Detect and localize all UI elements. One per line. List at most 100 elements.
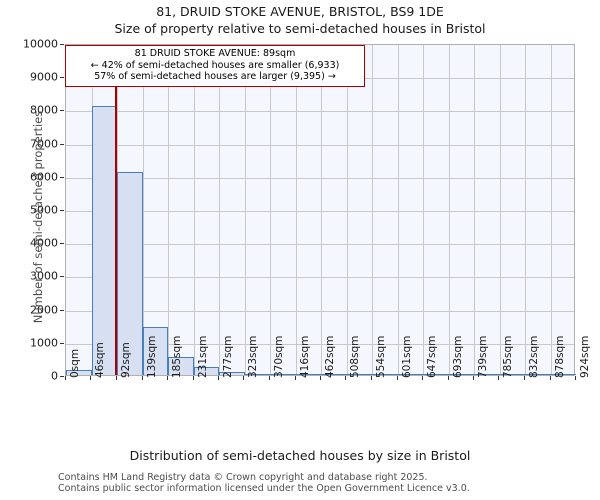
gridline-horizontal: [66, 277, 574, 279]
gridline-horizontal: [66, 211, 574, 212]
x-tick-mark: [90, 376, 92, 380]
histogram-bar: [423, 374, 449, 375]
histogram-bar: [346, 374, 372, 375]
x-tick-label: 0sqm: [69, 348, 81, 378]
gridline-vertical: [142, 45, 144, 375]
x-tick-label: 508sqm: [349, 335, 362, 378]
histogram-bar: [117, 172, 143, 375]
x-tick-mark: [115, 376, 117, 380]
x-tick-label: 693sqm: [451, 335, 464, 378]
y-tick-label: 6000: [30, 170, 58, 184]
histogram-bar: [321, 374, 347, 375]
x-tick-label: 601sqm: [400, 335, 413, 378]
y-tick-label: 0: [51, 369, 58, 383]
gridline-vertical: [193, 45, 195, 375]
y-tick-mark: [60, 276, 64, 278]
x-tick-mark: [217, 376, 219, 380]
gridline-vertical: [448, 45, 450, 375]
y-axis-tick-labels: 0 1000 2000 3000 4000 5000 6000 7000 8000 9000 100…: [0, 0, 62, 500]
y-tick-mark: [60, 342, 64, 344]
gridline-vertical: [550, 45, 552, 375]
gridline-horizontal: [66, 343, 574, 345]
x-tick-label: 139sqm: [145, 335, 158, 378]
x-tick-mark: [345, 376, 347, 380]
x-tick-label: 647sqm: [426, 335, 439, 378]
chart-title-block: 81, DRUID STOKE AVENUE, BRISTOL, BS9 1DE…: [0, 3, 600, 37]
gridline-vertical: [525, 45, 526, 375]
gridline-vertical: [219, 45, 220, 375]
gridline-horizontal: [66, 177, 574, 179]
gridline-vertical: [295, 45, 297, 375]
y-tick-mark: [60, 309, 64, 311]
histogram-bar: [270, 373, 296, 375]
gridline-vertical: [474, 45, 475, 375]
x-tick-label: 370sqm: [273, 335, 286, 378]
plot-area: [65, 44, 576, 376]
chart-footer: Contains HM Land Registry data © Crown c…: [58, 472, 598, 494]
y-tick-label: 8000: [30, 103, 58, 117]
y-tick-label: 4000: [30, 236, 58, 250]
y-tick-mark: [60, 176, 64, 178]
x-tick-label: 739sqm: [476, 335, 489, 378]
y-tick-label: 7000: [30, 137, 58, 151]
x-tick-label: 554sqm: [374, 335, 387, 378]
x-tick-mark: [141, 376, 143, 380]
x-tick-mark: [396, 376, 398, 380]
y-tick-label: 10000: [23, 37, 58, 51]
x-tick-mark: [422, 376, 424, 380]
x-tick-label: 878sqm: [553, 335, 566, 378]
histogram-bar: [550, 374, 576, 375]
x-tick-mark: [549, 376, 551, 380]
y-tick-mark: [60, 143, 64, 145]
x-tick-mark: [472, 376, 474, 380]
chart-title: 81, DRUID STOKE AVENUE, BRISTOL, BS9 1DE: [156, 4, 444, 19]
y-tick-mark: [60, 110, 64, 112]
gridline-vertical: [372, 45, 373, 375]
chart-subtitle: Size of property relative to semi-detach…: [114, 21, 486, 36]
x-tick-mark: [524, 376, 526, 380]
histogram-bar: [168, 357, 194, 375]
x-tick-mark: [269, 376, 271, 380]
histogram-bar: [499, 374, 525, 375]
x-tick-mark: [447, 376, 449, 380]
y-tick-mark: [60, 376, 64, 377]
x-tick-label: 185sqm: [171, 335, 184, 378]
property-annotation-box: 81 DRUID STOKE AVENUE: 89sqm ← 42% of se…: [65, 45, 365, 87]
annotation-line-larger: 57% of semi-detached houses are larger (…: [94, 71, 336, 82]
footer-line-1: Contains HM Land Registry data © Crown c…: [58, 472, 428, 483]
x-tick-label: 462sqm: [324, 335, 336, 378]
x-tick-label: 832sqm: [528, 335, 541, 378]
x-tick-label: 416sqm: [298, 335, 311, 378]
x-tick-mark: [192, 376, 194, 380]
x-tick-mark: [167, 376, 169, 380]
gridline-vertical: [423, 45, 424, 375]
gridline-vertical: [499, 45, 501, 375]
histogram-bar: [219, 371, 245, 375]
histogram-bar: [525, 374, 551, 375]
x-tick-label: 92sqm: [119, 342, 132, 378]
gridline-vertical: [270, 45, 271, 375]
histogram-bar: [142, 326, 168, 375]
x-tick-label: 323sqm: [247, 335, 260, 378]
histogram-bar: [474, 374, 500, 375]
y-tick-label: 9000: [30, 70, 58, 84]
y-tick-label: 2000: [30, 303, 58, 317]
x-tick-mark: [294, 376, 296, 380]
x-tick-label: 46sqm: [94, 342, 107, 378]
y-tick-label: 5000: [30, 203, 58, 217]
gridline-horizontal: [66, 144, 574, 146]
gridline-vertical: [346, 45, 348, 375]
y-tick-mark: [60, 243, 64, 245]
y-axis-title: Number of semi-detached properties: [31, 110, 45, 324]
property-size-marker-line: [115, 45, 118, 375]
y-tick-mark: [60, 210, 64, 211]
histogram-bar: [244, 373, 270, 375]
gridline-vertical: [168, 45, 169, 375]
histogram-bar: [372, 374, 398, 375]
gridline-vertical: [244, 45, 246, 375]
annotation-line-smaller: ← 42% of semi-detached houses are smalle…: [90, 59, 340, 71]
y-tick-label: 3000: [30, 269, 58, 283]
histogram-bar: [66, 370, 92, 375]
x-axis-title: Distribution of semi-detached houses by …: [129, 448, 471, 463]
